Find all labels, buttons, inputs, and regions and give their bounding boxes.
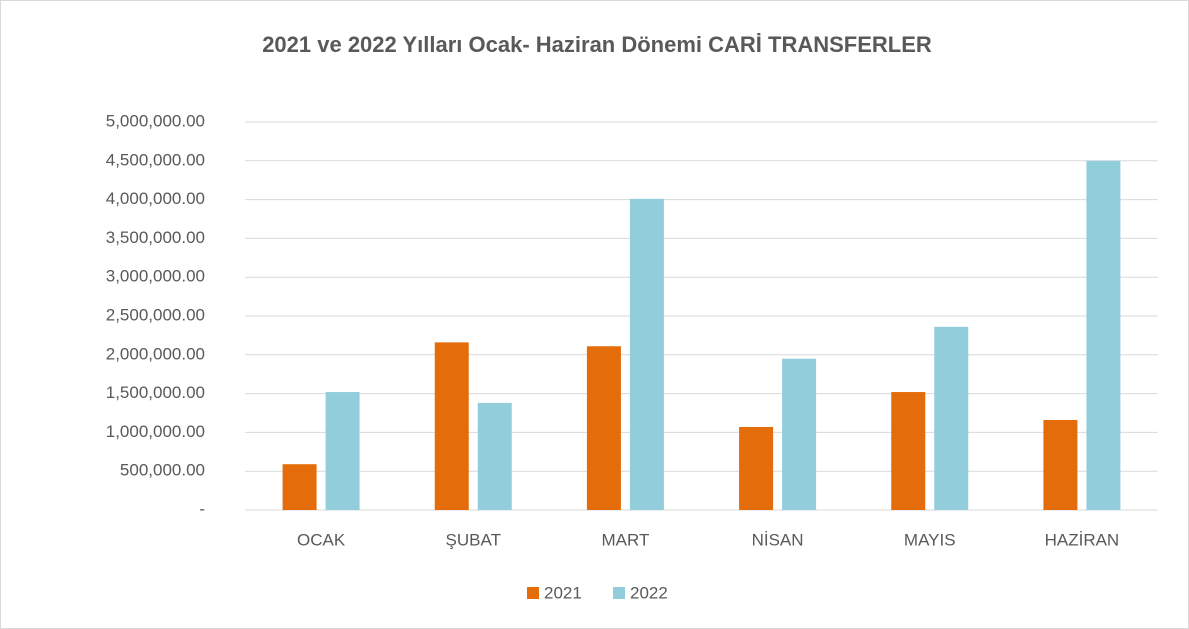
x-tick-label: NİSAN [752,530,804,549]
y-tick-label: 1,000,000.00 [106,422,205,441]
bar [434,342,469,510]
bar [739,426,774,510]
bar [629,198,664,510]
y-tick-label: 2,000,000.00 [106,344,205,363]
chart-title: 2021 ve 2022 Yılları Ocak- Haziran Dönem… [262,32,932,57]
bar [782,358,817,510]
x-tick-label: ŞUBAT [446,530,501,549]
bar [325,392,360,510]
legend-swatch [527,587,539,599]
y-tick-label: 3,000,000.00 [106,267,205,286]
bar [1043,419,1078,510]
y-tick-label: 2,500,000.00 [106,305,205,324]
y-tick-label: 500,000.00 [120,461,205,480]
y-tick-label: 3,500,000.00 [106,228,205,247]
y-tick-label: 4,500,000.00 [106,150,205,169]
bar [586,346,621,510]
y-tick-label: 1,500,000.00 [106,383,205,402]
bar [282,464,317,510]
legend-label: 2022 [630,583,668,602]
y-tick-label: - [199,499,205,518]
legend-swatch [613,587,625,599]
bar [1086,160,1121,511]
y-tick-label: 5,000,000.00 [106,111,205,130]
x-tick-label: OCAK [297,530,346,549]
bar [891,392,926,510]
x-tick-label: HAZİRAN [1045,530,1120,549]
x-tick-label: MART [601,530,649,549]
bar [477,402,512,510]
y-tick-label: 4,000,000.00 [106,189,205,208]
x-tick-label: MAYIS [904,530,956,549]
bar [934,326,969,510]
legend-label: 2021 [544,583,582,602]
